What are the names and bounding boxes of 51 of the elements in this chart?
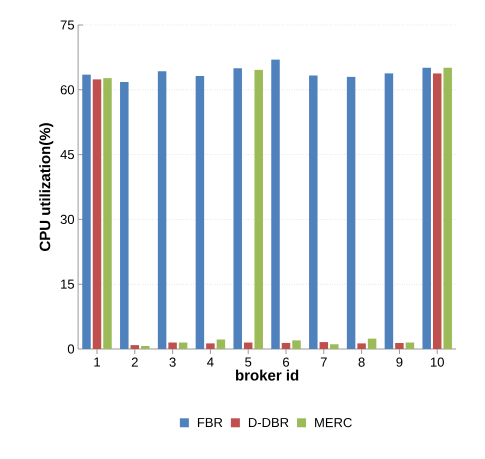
bar: [82, 74, 91, 349]
x-tick-label: 6: [283, 358, 290, 367]
legend-label: FBR: [198, 418, 222, 428]
x-tick-label: 10: [430, 358, 444, 367]
bar: [432, 73, 442, 349]
bar: [103, 78, 112, 349]
bar: [443, 68, 452, 349]
bar: [346, 76, 356, 349]
bar: [320, 342, 328, 349]
bar: [168, 342, 177, 349]
x-tick-label: 4: [207, 358, 214, 366]
bar: [216, 340, 226, 349]
bar: [309, 76, 318, 349]
legend-label: D-DBR: [248, 418, 288, 428]
bar: [158, 71, 166, 349]
legend-label: MERC: [315, 418, 352, 428]
bar: [406, 342, 414, 349]
x-tick-label: 1: [94, 358, 100, 366]
bar: [422, 68, 431, 349]
bar: [130, 345, 140, 349]
bar: [196, 76, 204, 349]
y-tick-label: 30: [60, 214, 74, 224]
bar: [233, 68, 242, 349]
bar: [178, 342, 188, 349]
y-tick-label: 15: [61, 280, 74, 289]
bar: [254, 70, 263, 349]
bar: [330, 344, 339, 349]
bar: [92, 79, 102, 349]
bar: [357, 343, 366, 349]
y-tick-label: 45: [60, 150, 74, 160]
x-tick-label: 2: [132, 358, 138, 367]
bar: [271, 60, 280, 349]
bar: [368, 338, 376, 349]
x-tick-label: 8: [358, 358, 365, 367]
bar: [384, 73, 394, 349]
x-tick-label: 7: [320, 358, 327, 366]
x-tick-label: 9: [396, 358, 402, 367]
y-tick-label: 60: [60, 85, 74, 94]
bar: [395, 342, 404, 349]
bar: [206, 343, 215, 349]
bar: [282, 342, 290, 349]
x-tick-label: 3: [169, 358, 176, 367]
x-tick-label: 5: [245, 358, 252, 367]
y-tick-label: 0: [68, 344, 74, 354]
bar: [120, 82, 129, 349]
bar: [292, 340, 301, 349]
y-tick-label: 75: [60, 20, 74, 30]
bar: [244, 342, 252, 349]
y-axis-title: CPU utilization(%): [39, 123, 54, 251]
bar: [141, 346, 150, 349]
x-axis-title: broker id: [236, 370, 298, 381]
